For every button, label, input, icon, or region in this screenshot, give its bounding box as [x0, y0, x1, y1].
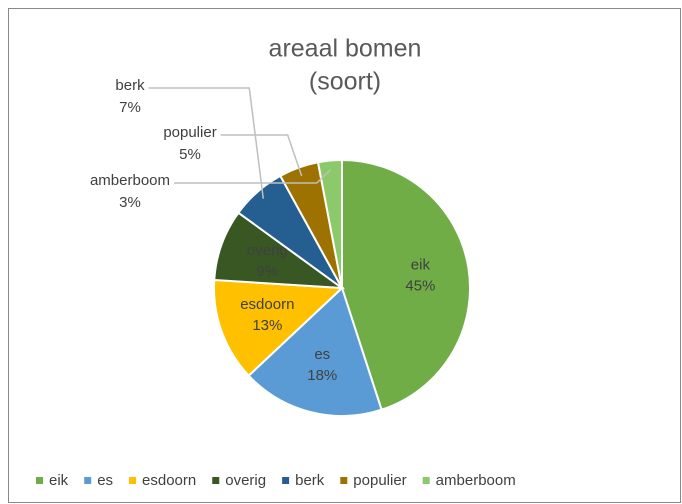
slice-label: amberboom [90, 172, 170, 189]
slice-label: populier [163, 124, 216, 141]
slice-value-label: 18% [307, 367, 337, 384]
pie-slice [247, 286, 383, 417]
leader-line [148, 87, 265, 199]
slice-value-label: 45% [405, 278, 435, 295]
leader-line [174, 168, 332, 184]
legend-swatch [129, 477, 137, 484]
slice-label: esdoorn [240, 296, 294, 313]
legend-swatch [84, 477, 92, 484]
slice-value-label: 9% [256, 263, 278, 280]
slice-value-label: 5% [179, 146, 201, 163]
slice-value-label: 7% [119, 99, 141, 116]
legend-label: esdoorn [142, 472, 196, 489]
legend-swatch [36, 477, 43, 484]
pie-slice [213, 278, 345, 378]
slice-label: overig [247, 242, 288, 259]
legend-label: es [97, 472, 113, 489]
legend-label: eik [49, 472, 69, 489]
slice-label: berk [115, 77, 145, 94]
leader-line [220, 134, 303, 177]
chart-title: areaal bomen [269, 35, 422, 63]
chart-title: (soort) [309, 68, 381, 96]
slice-value-label: 13% [252, 317, 282, 334]
pie-slice [341, 158, 471, 411]
legend-swatch [422, 477, 430, 484]
slice-label: es [314, 346, 330, 363]
pie-slice [316, 158, 343, 289]
legend-label: berk [295, 472, 325, 489]
legend-label: amberboom [436, 472, 516, 489]
legend-label: populier [353, 472, 406, 489]
legend-swatch [340, 477, 348, 484]
slice-value-label: 3% [119, 194, 141, 211]
legend-swatch [212, 477, 220, 484]
legend-label: overig [225, 472, 266, 489]
slice-label: eik [411, 257, 431, 274]
legend-swatch [282, 477, 290, 484]
